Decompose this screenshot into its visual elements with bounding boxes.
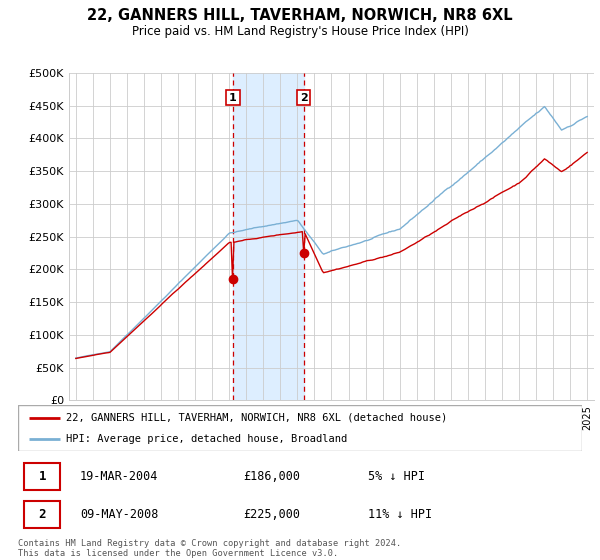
Text: 5% ↓ HPI: 5% ↓ HPI [368,470,425,483]
Text: 11% ↓ HPI: 11% ↓ HPI [368,508,432,521]
FancyBboxPatch shape [23,463,60,490]
Text: 2: 2 [300,93,308,102]
Text: 1: 1 [38,470,46,483]
Text: 2: 2 [38,508,46,521]
FancyBboxPatch shape [18,405,582,451]
Bar [233,73,304,400]
Text: £186,000: £186,000 [244,470,301,483]
Text: Contains HM Land Registry data © Crown copyright and database right 2024.
This d: Contains HM Land Registry data © Crown c… [18,539,401,558]
Text: 09-MAY-2008: 09-MAY-2008 [80,508,158,521]
Text: £225,000: £225,000 [244,508,301,521]
Text: 1: 1 [229,93,237,102]
Text: Price paid vs. HM Land Registry's House Price Index (HPI): Price paid vs. HM Land Registry's House … [131,25,469,38]
Text: 19-MAR-2004: 19-MAR-2004 [80,470,158,483]
Text: 22, GANNERS HILL, TAVERHAM, NORWICH, NR8 6XL: 22, GANNERS HILL, TAVERHAM, NORWICH, NR8… [87,8,513,24]
Text: 22, GANNERS HILL, TAVERHAM, NORWICH, NR8 6XL (detached house): 22, GANNERS HILL, TAVERHAM, NORWICH, NR8… [66,413,447,423]
Text: HPI: Average price, detached house, Broadland: HPI: Average price, detached house, Broa… [66,435,347,444]
FancyBboxPatch shape [23,501,60,528]
